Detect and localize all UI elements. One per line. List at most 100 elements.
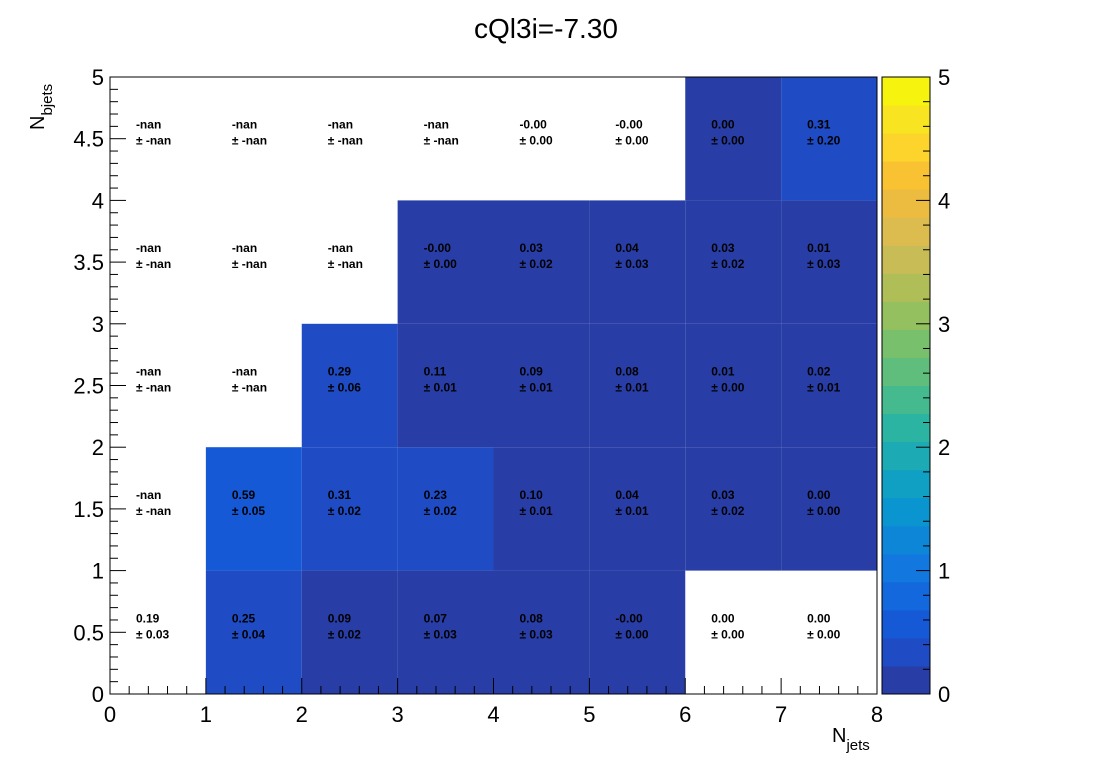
cell-error-label: ± 0.05	[232, 504, 266, 518]
cell-value-label: -nan	[136, 365, 161, 379]
cell-value-label: -0.00	[615, 118, 643, 132]
y-tick-label: 1	[92, 559, 104, 584]
color-scale-segment	[882, 441, 930, 471]
cell-error-label: ± 0.01	[615, 381, 649, 395]
color-scale-segment	[882, 77, 930, 106]
cell-error-label: ± -nan	[232, 134, 267, 148]
cell-value-label: 0.09	[328, 611, 352, 625]
x-tick-label: 8	[871, 702, 883, 727]
cell-error-label: ± 0.03	[424, 627, 458, 641]
cell-error-label: ± 0.03	[615, 257, 649, 271]
cell-value-label: -nan	[136, 118, 161, 132]
cell-error-label: ± 0.02	[328, 504, 362, 518]
heatmap-cell	[781, 77, 877, 201]
cell-value-label: -nan	[136, 488, 161, 502]
cell-value-label: -0.00	[519, 118, 547, 132]
heatmap-cell	[493, 323, 590, 448]
y-axis-label: Nbjets	[27, 84, 56, 130]
heatmap-cell	[781, 200, 877, 324]
cell-value-label: 0.25	[232, 611, 256, 625]
cell-error-label: ± 0.00	[615, 134, 649, 148]
cell-value-label: 0.08	[615, 365, 639, 379]
heatmap-cell	[781, 323, 877, 448]
axes: 0 1 2 3 4 5 6 7 8 0 0.5 1 1.5 2 2.5 3 3.5 4 4.5 5	[73, 65, 883, 727]
heatmap-cell	[301, 323, 398, 448]
heatmap-cell	[589, 200, 686, 324]
cell-value-label: 0.04	[615, 241, 639, 255]
cell-value-label: 0.03	[711, 488, 735, 502]
color-scale-segment	[882, 385, 930, 415]
cell-value-label: 0.03	[711, 241, 735, 255]
color-scale-segment	[882, 161, 930, 190]
cell-error-label: ± 0.00	[711, 381, 745, 395]
color-scale-segment	[882, 105, 930, 134]
heatmap-cell	[397, 447, 494, 571]
cell-value-label: 0.23	[424, 488, 448, 502]
y-tick-label: 1.5	[73, 497, 104, 522]
heatmap-cell	[589, 323, 686, 448]
cell-value-label: -nan	[328, 118, 353, 132]
cell-value-label: 0.31	[807, 118, 831, 132]
color-scale-tick-label: 5	[938, 65, 950, 90]
cell-value-label: 0.01	[807, 241, 831, 255]
x-axis-label-sub: jets	[845, 737, 869, 754]
color-scale-segment	[882, 245, 930, 274]
color-scale-bar: 0 1 2 3 4 5	[881, 65, 950, 707]
y-tick-label: 4	[92, 188, 104, 213]
color-scale-segment	[882, 217, 930, 246]
y-tick-label: 3	[92, 312, 104, 337]
cell-value-label: 0.03	[519, 241, 543, 255]
cell-error-label: ± 0.01	[519, 381, 553, 395]
color-scale-segment	[882, 637, 930, 667]
y-tick-label: 0	[92, 682, 104, 707]
cell-error-label: ± 0.03	[136, 627, 170, 641]
heatmap-cell	[493, 200, 590, 324]
cell-error-label: ± -nan	[328, 257, 363, 271]
cell-error-label: ± -nan	[424, 134, 459, 148]
y-tick-label: 2.5	[73, 374, 104, 399]
cell-error-label: ± 0.01	[519, 504, 553, 518]
color-scale-segment	[882, 301, 930, 330]
heatmap-cell	[301, 447, 398, 571]
cell-error-label: ± 0.00	[807, 627, 841, 641]
cell-error-label: ± 0.00	[711, 627, 745, 641]
color-scale-segment	[882, 581, 930, 611]
x-tick-label: 5	[583, 702, 595, 727]
cell-value-label: -nan	[328, 241, 353, 255]
y-tick-label: 5	[92, 65, 104, 90]
cell-value-label: 0.29	[328, 365, 352, 379]
cell-error-label: ± -nan	[232, 257, 267, 271]
x-tick-label: 0	[104, 702, 116, 727]
y-tick-label: 0.5	[73, 620, 104, 645]
color-scale-tick-label: 4	[938, 188, 950, 213]
cell-error-label: ± 0.01	[615, 504, 649, 518]
cell-value-label: 0.00	[807, 611, 831, 625]
cell-error-label: ± 0.02	[519, 257, 553, 271]
heatmap-cell	[205, 447, 302, 571]
y-tick-label: 4.5	[73, 127, 104, 152]
color-scale-segment	[882, 189, 930, 218]
x-tick-label: 3	[392, 702, 404, 727]
cell-value-label: 0.00	[807, 488, 831, 502]
cell-error-label: ± -nan	[136, 381, 171, 395]
cell-value-label: -0.00	[424, 241, 452, 255]
x-tick-label: 2	[296, 702, 308, 727]
color-scale-tick-label: 2	[938, 435, 950, 460]
heatmap-cell	[589, 570, 686, 694]
cell-error-label: ± 0.02	[328, 627, 362, 641]
color-scale-segment	[882, 329, 930, 358]
color-scale-segment	[882, 133, 930, 162]
cell-error-label: ± 0.04	[232, 627, 266, 641]
cell-value-label: 0.09	[519, 365, 543, 379]
y-axis-label-sub: bjets	[39, 84, 56, 116]
cell-value-label: -nan	[136, 241, 161, 255]
cell-error-label: ± -nan	[328, 134, 363, 148]
cell-value-label: 0.59	[232, 488, 256, 502]
color-scale-segment	[882, 357, 930, 386]
color-scale-segment	[882, 609, 930, 639]
color-scale-tick-label: 3	[938, 312, 950, 337]
color-scale-segment	[882, 469, 930, 499]
cell-error-label: ± -nan	[136, 134, 171, 148]
heatmap-cell	[685, 77, 782, 201]
